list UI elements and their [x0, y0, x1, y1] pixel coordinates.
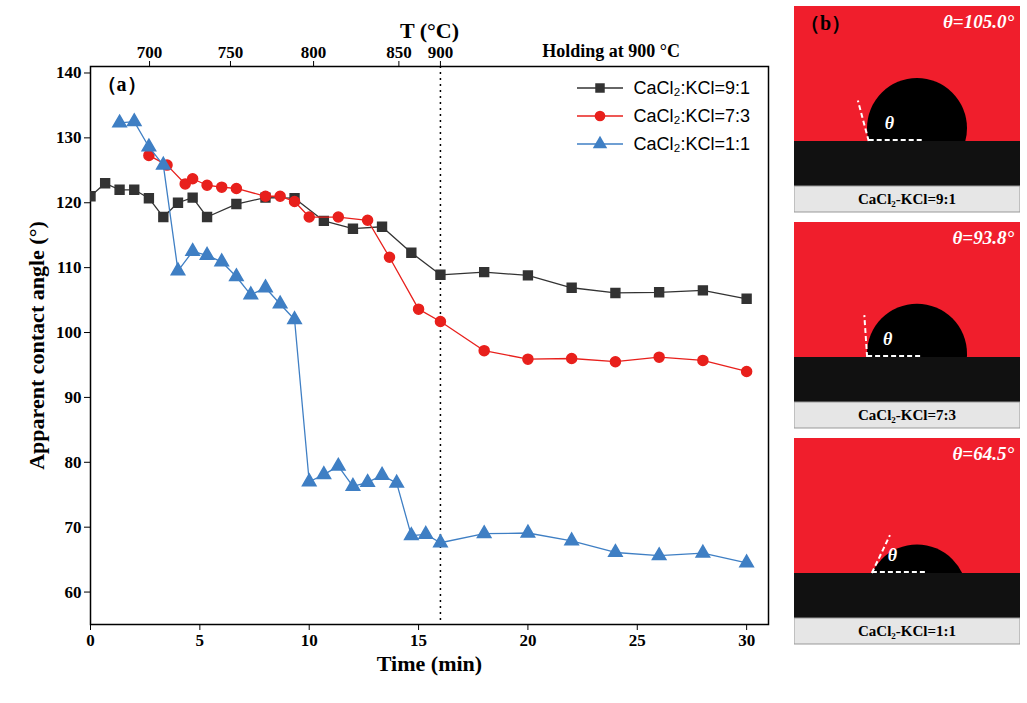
svg-text:CaCl₂-KCl=1:1: CaCl₂-KCl=1:1	[858, 623, 956, 639]
svg-text:Apparent contact angle (°): Apparent contact angle (°)	[24, 221, 49, 470]
svg-text:750: 750	[218, 43, 244, 62]
svg-text:θ=105.0°: θ=105.0°	[943, 11, 1014, 32]
svg-text:（b）: （b）	[800, 12, 851, 34]
svg-text:700: 700	[137, 43, 163, 62]
svg-text:20: 20	[519, 631, 536, 650]
svg-text:CaCl₂-KCl=7:3: CaCl₂-KCl=7:3	[858, 407, 956, 423]
svg-text:25: 25	[629, 631, 646, 650]
svg-text:θ: θ	[888, 545, 898, 565]
svg-text:θ: θ	[883, 329, 893, 349]
svg-text:0: 0	[86, 631, 95, 650]
svg-text:60: 60	[65, 582, 82, 601]
svg-text:130: 130	[56, 128, 82, 147]
svg-text:10: 10	[301, 631, 318, 650]
svg-text:CaCl₂-KCl=9:1: CaCl₂-KCl=9:1	[858, 191, 956, 207]
svg-text:70: 70	[65, 518, 82, 537]
svg-text:θ=64.5°: θ=64.5°	[952, 443, 1014, 464]
svg-text:θ=93.8°: θ=93.8°	[952, 227, 1014, 248]
svg-text:80: 80	[65, 453, 82, 472]
svg-text:（a）: （a）	[97, 73, 147, 95]
svg-text:800: 800	[301, 43, 327, 62]
svg-text:Time (min): Time (min)	[377, 651, 482, 676]
svg-text:15: 15	[410, 631, 427, 650]
svg-text:T (°C): T (°C)	[400, 18, 459, 43]
html-text:CaCl₂:KCl=7:3: CaCl₂:KCl=7:3	[633, 105, 750, 126]
html-text:CaCl₂:KCl=1:1: CaCl₂:KCl=1:1	[633, 133, 750, 154]
svg-text:θ: θ	[885, 113, 895, 133]
svg-text:110: 110	[57, 258, 82, 277]
svg-text:Holding at 900 °C: Holding at 900 °C	[542, 41, 680, 61]
svg-text:30: 30	[738, 631, 755, 650]
svg-text:900: 900	[428, 43, 454, 62]
html-text:CaCl₂:KCl=9:1: CaCl₂:KCl=9:1	[633, 77, 750, 98]
svg-text:850: 850	[386, 43, 412, 62]
svg-text:140: 140	[56, 63, 82, 82]
svg-text:90: 90	[65, 388, 82, 407]
svg-text:5: 5	[196, 631, 205, 650]
svg-text:120: 120	[56, 193, 82, 212]
svg-text:100: 100	[56, 323, 82, 342]
